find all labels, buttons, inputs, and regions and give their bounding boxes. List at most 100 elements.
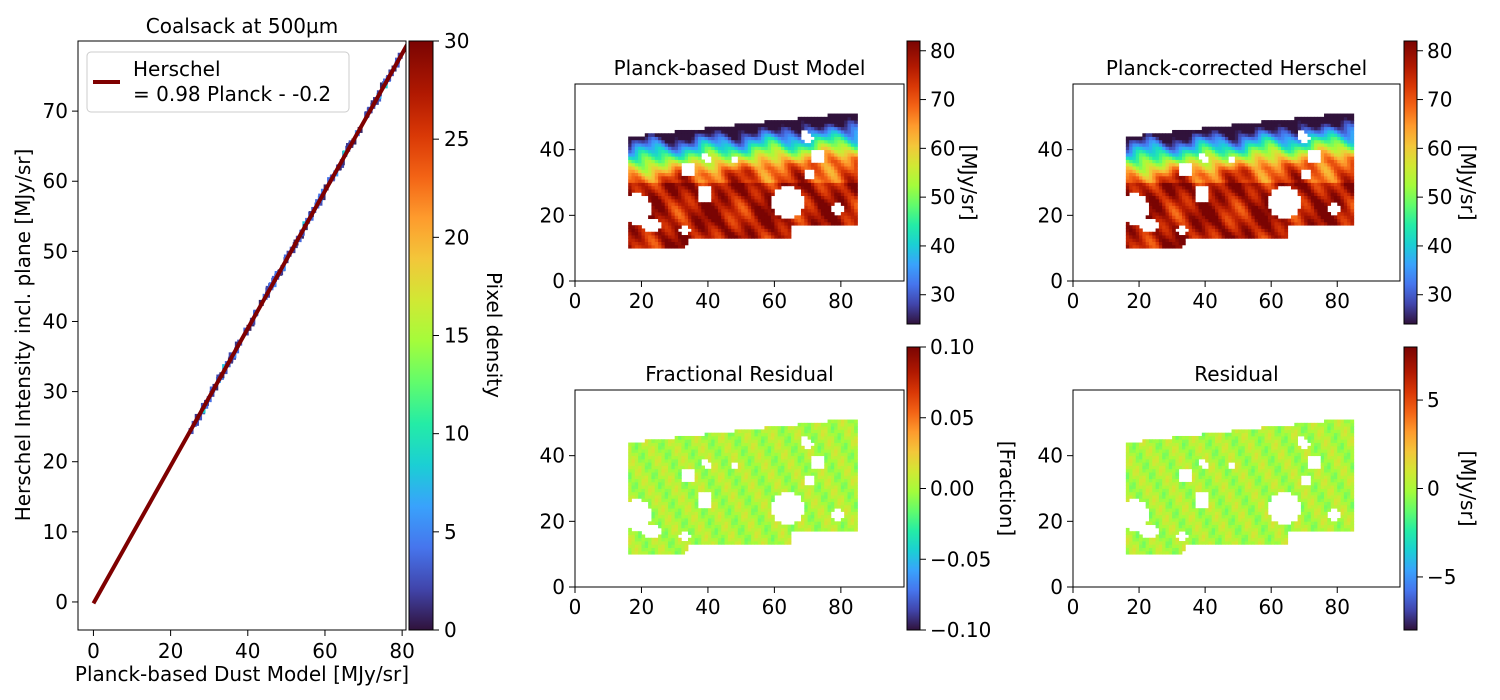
- dust-model-pixel: [724, 192, 729, 197]
- dust-model-pixel: [840, 116, 845, 121]
- dust-model-pixel: [734, 189, 739, 193]
- dust-model-pixel: [711, 175, 715, 180]
- dust-model-pixel: [674, 244, 679, 249]
- corrected-herschel-pixel: [1333, 162, 1338, 167]
- dust-model-pixel: [817, 185, 822, 190]
- corrected-herschel-pixel: [1132, 152, 1137, 157]
- dust-model-pixel: [731, 175, 735, 180]
- dust-model-pixel: [754, 198, 759, 203]
- corrected-herschel-pixel: [1304, 123, 1308, 128]
- corrected-herschel-pixel: [1310, 205, 1315, 210]
- corrected-herschel-pixel: [1145, 244, 1150, 249]
- dust-model-pixel: [634, 244, 639, 249]
- fractional-residual-pixel: [674, 514, 679, 519]
- corrected-herschel-pixel: [1310, 116, 1315, 121]
- dust-model-pixel: [774, 215, 779, 220]
- dust-model-pixel: [807, 146, 812, 151]
- dust-model-pixel: [777, 123, 782, 128]
- corrected-herschel-pixel: [1205, 169, 1209, 174]
- corrected-herschel-pixel: [1129, 146, 1133, 151]
- corrected-herschel-pixel: [1267, 185, 1272, 190]
- dust-model-pixel: [717, 228, 722, 233]
- fractional-residual-pixel: [678, 462, 682, 466]
- dust-model-pixel: [671, 208, 676, 213]
- fractional-residual-pixel: [628, 527, 632, 532]
- fractional-residual-pixel: [651, 445, 656, 450]
- dust-model-pixel: [747, 198, 752, 203]
- corrected-herschel-pixel: [1244, 195, 1249, 200]
- corrected-herschel-pixel: [1248, 136, 1252, 141]
- fractional-residual-pixel: [681, 462, 686, 466]
- corrected-herschel-pixel: [1224, 205, 1229, 210]
- dust-model-pixel: [641, 231, 646, 236]
- corrected-herschel-pixel: [1198, 175, 1203, 180]
- dust-model-pixel: [797, 172, 802, 177]
- fractional-residual-pixel: [634, 452, 639, 457]
- corrected-herschel-pixel: [1158, 143, 1163, 147]
- dust-model-pixel: [664, 238, 669, 242]
- corrected-herschel-pixel: [1234, 143, 1239, 147]
- dust-model-pixel: [844, 143, 848, 147]
- dust-model-pixel: [711, 146, 715, 151]
- dust-model-pixel: [658, 185, 662, 190]
- dust-model-pixel: [854, 136, 858, 141]
- dust-model-pixel: [727, 218, 732, 223]
- fractional-residual-pixel: [634, 465, 639, 470]
- corrected-herschel-pixel: [1257, 231, 1262, 236]
- dust-model-pixel: [751, 146, 755, 151]
- dust-model-pixel: [654, 143, 659, 147]
- dust-model-pixel: [704, 218, 709, 223]
- corrected-herschel-pixel: [1162, 162, 1166, 167]
- dust-model-pixel: [658, 156, 662, 160]
- corrected-herschel-pixel: [1314, 120, 1318, 124]
- corrected-herschel-pixel: [1218, 146, 1223, 151]
- dust-model-pixel: [658, 235, 662, 239]
- corrected-herschel-pixel: [1330, 169, 1335, 174]
- dust-model-pixel: [757, 208, 762, 213]
- corrected-herschel-pixel: [1274, 136, 1279, 141]
- dust-model-pixel: [668, 225, 672, 229]
- corrected-herschel-pixel: [1330, 113, 1335, 118]
- corrected-herschel-pixel: [1261, 159, 1265, 164]
- fractional-residual-pixel: [671, 495, 676, 499]
- corrected-herschel-pixel: [1148, 162, 1153, 167]
- dust-model-pixel: [751, 231, 755, 236]
- corrected-herschel-pixel: [1347, 136, 1351, 141]
- dust-model-pixel: [824, 182, 828, 187]
- dust-model-pixel: [678, 149, 682, 154]
- corrected-herschel-pixel: [1304, 143, 1308, 147]
- dust-model-pixel: [668, 185, 672, 190]
- dust-model-pixel: [824, 205, 828, 210]
- dust-model-pixel: [661, 185, 666, 190]
- dust-model-pixel: [757, 189, 762, 193]
- corrected-herschel-pixel: [1221, 228, 1226, 233]
- dust-model-pixel: [747, 235, 752, 239]
- dust-model-pixel: [641, 139, 646, 144]
- fractional-residual-pixel: [634, 472, 639, 476]
- corrected-herschel-pixel: [1142, 235, 1147, 239]
- dust-model-pixel: [814, 166, 818, 170]
- corrected-herschel-pixel: [1158, 228, 1163, 233]
- corrected-herschel-pixel: [1155, 212, 1160, 216]
- dust-model-pixel: [847, 120, 852, 124]
- dust-model-pixel: [668, 159, 672, 164]
- corrected-herschel-pixel: [1257, 208, 1262, 213]
- fractional-residual-pixel: [644, 537, 649, 542]
- dust-model-pixel: [664, 139, 669, 144]
- dust-model-pixel: [674, 228, 679, 233]
- dust-model-pixel: [840, 192, 845, 197]
- corrected-herschel-pixel: [1248, 195, 1252, 200]
- dust-model-pixel: [744, 133, 749, 137]
- dust-model-pixel: [724, 139, 729, 144]
- dust-model-pixel: [701, 218, 706, 223]
- dust-model-pixel: [701, 235, 706, 239]
- dust-model-pixel: [724, 169, 729, 174]
- corrected-herschel-pixel: [1165, 241, 1170, 246]
- corrected-herschel-pixel: [1284, 228, 1289, 233]
- corrected-herschel-pixel: [1300, 156, 1305, 160]
- dust-model-pixel: [737, 215, 742, 220]
- fractional-residual-pixel: [681, 465, 686, 470]
- dust-model-pixel: [711, 212, 715, 216]
- density-colorbar-tick-label: 0: [444, 618, 457, 642]
- dust-model-pixel: [840, 179, 845, 183]
